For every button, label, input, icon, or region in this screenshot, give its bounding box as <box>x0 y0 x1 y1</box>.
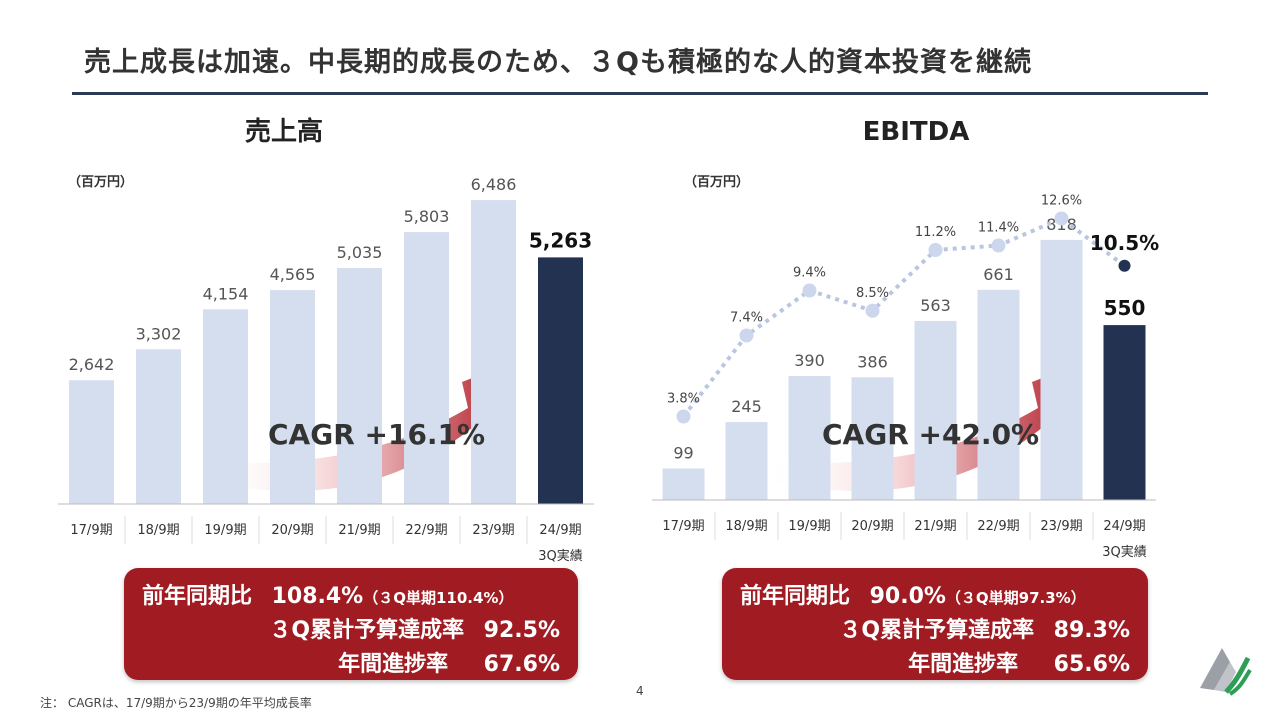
ebitda-budget-value: 89.3% <box>1053 618 1130 643</box>
ebitda-margin-point <box>1118 259 1131 272</box>
ebitda-x-tick-label: 20/9期 <box>851 519 893 534</box>
ebitda-chart-title: EBITDA <box>863 117 970 147</box>
ebitda-margin-label: 12.6% <box>1041 194 1082 209</box>
ebitda-value-label: 550 <box>1104 296 1146 320</box>
sales-bar <box>538 257 583 504</box>
ebitda-margin-label: 3.8% <box>667 392 700 407</box>
ebitda-bar <box>914 320 957 500</box>
ebitda-progress-label: 年間進捗率 <box>908 652 1019 677</box>
ebitda-bar <box>977 289 1020 500</box>
sales-chart-title: 売上高 <box>245 116 323 147</box>
sales-x-tick-label: 18/9期 <box>137 523 179 538</box>
sales-value-label: 4,154 <box>203 284 249 303</box>
ebitda-margin-label: 9.4% <box>793 266 826 281</box>
company-logo-icon <box>1200 648 1252 696</box>
sales-value-label: 5,263 <box>529 228 592 252</box>
sales-x-tick-label: 19/9期 <box>204 523 246 538</box>
sales-x-tick-label: 24/9期 <box>539 523 581 538</box>
ebitda-value-label: 661 <box>983 265 1014 284</box>
footnote: 注： CAGRは、17/9期から23/9期の年平均成長率 <box>40 696 312 710</box>
sales-q-single: （３Q単期110.4%） <box>363 589 514 607</box>
sales-value-label: 6,486 <box>471 175 517 194</box>
sales-category-note: 3Q実績 <box>538 548 583 564</box>
ebitda-q-single: （３Q単期97.3%） <box>945 589 1086 607</box>
ebitda-x-tick-label: 24/9期 <box>1103 519 1145 534</box>
sales-bar <box>69 380 114 504</box>
ebitda-bar <box>662 468 705 500</box>
sales-bar <box>270 290 315 504</box>
ebitda-margin-point <box>991 238 1006 253</box>
sales-yoy-value: 108.4% <box>271 584 364 609</box>
ebitda-margin-line <box>681 216 1126 418</box>
ebitda-x-tick-label: 22/9期 <box>977 519 1019 534</box>
sales-value-label: 5,035 <box>337 243 383 262</box>
ebitda-budget-label: ３Q累計予算達成率 <box>839 618 1035 643</box>
ebitda-margin-label: 11.2% <box>915 225 956 240</box>
sales-progress-value: 67.6% <box>483 652 560 677</box>
title-divider <box>72 92 1208 95</box>
ebitda-category-note: 3Q実績 <box>1102 544 1147 560</box>
ebitda-margin-point <box>739 328 754 343</box>
ebitda-bar <box>1103 325 1146 500</box>
ebitda-bar <box>1040 239 1083 500</box>
ebitda-margin-point <box>802 283 817 298</box>
ebitda-x-tick-label: 23/9期 <box>1040 519 1082 534</box>
sales-x-tick-label: 21/9期 <box>338 523 380 538</box>
sales-value-label: 2,642 <box>69 355 115 374</box>
slide-title: 売上成長は加速。中長期的成長のため、３Qも積極的な人的資本投資を継続 <box>84 47 1032 78</box>
ebitda-value-label: 386 <box>857 352 888 371</box>
sales-value-label: 5,803 <box>404 207 450 226</box>
ebitda-value-label: 99 <box>673 444 693 463</box>
sales-cagr-label: CAGR +16.1% <box>268 418 485 451</box>
ebitda-bar <box>788 375 831 500</box>
ebitda-bar <box>851 377 894 500</box>
ebitda-value-label: 563 <box>920 296 951 315</box>
ebitda-margin-label: 11.4% <box>978 221 1019 236</box>
sales-bar <box>337 268 382 504</box>
ebitda-yoy-value: 90.0% <box>869 584 946 609</box>
ebitda-margin-point <box>1054 211 1069 226</box>
sales-x-tick-label: 22/9期 <box>405 523 447 538</box>
ebitda-margin-label: 7.4% <box>730 311 763 326</box>
sales-budget-value: 92.5% <box>483 618 560 643</box>
ebitda-x-tick-label: 17/9期 <box>662 519 704 534</box>
ebitda-margin-point <box>865 303 880 318</box>
sales-budget-label: ３Q累計予算達成率 <box>269 618 465 643</box>
ebitda-margin-label: 10.5% <box>1090 231 1159 255</box>
ebitda-x-tick-label: 19/9期 <box>788 519 830 534</box>
ebitda-summary-box: 前年同期比 90.0%（３Q単期97.3%） ３Q累計予算達成率 89.3% 年… <box>722 568 1148 680</box>
sales-unit-label: （百万円） <box>68 174 133 190</box>
ebitda-x-tick-label: 21/9期 <box>914 519 956 534</box>
ebitda-margin-label: 8.5% <box>856 286 889 301</box>
ebitda-unit-label: （百万円） <box>684 174 749 190</box>
ebitda-progress-value: 65.6% <box>1053 652 1130 677</box>
sales-x-tick-label: 20/9期 <box>271 523 313 538</box>
ebitda-value-label: 245 <box>731 397 762 416</box>
ebitda-cagr-label: CAGR +42.0% <box>822 418 1039 451</box>
sales-chart: 売上高 （百万円） 2,642 17/9期 3,302 18/9期 4,154 19/9期 4,… <box>58 116 594 564</box>
ebitda-x-tick-label: 18/9期 <box>725 519 767 534</box>
ebitda-bar <box>725 422 768 500</box>
page-number: 4 <box>636 684 644 698</box>
sales-progress-label: 年間進捗率 <box>338 652 449 677</box>
sales-yoy-label: 前年同期比 <box>142 584 253 609</box>
ebitda-yoy-label: 前年同期比 <box>740 584 851 609</box>
sales-summary-box: 前年同期比 108.4%（３Q単期110.4%） ３Q累計予算達成率 92.5%… <box>124 568 578 680</box>
sales-bar <box>136 349 181 504</box>
ebitda-value-label: 390 <box>794 351 825 370</box>
ebitda-margin-point <box>928 243 943 257</box>
sales-value-label: 4,565 <box>270 265 316 284</box>
sales-value-label: 3,302 <box>136 324 182 343</box>
sales-bar <box>404 232 449 504</box>
ebitda-margin-point <box>676 409 691 424</box>
sales-x-tick-label: 17/9期 <box>70 523 112 538</box>
sales-bar <box>471 200 516 504</box>
sales-bar <box>203 309 248 504</box>
ebitda-chart: EBITDA （百万円） 99 17/9期 245 18/9期 390 19/9期 386 20/… <box>652 117 1159 560</box>
sales-x-tick-label: 23/9期 <box>472 523 514 538</box>
